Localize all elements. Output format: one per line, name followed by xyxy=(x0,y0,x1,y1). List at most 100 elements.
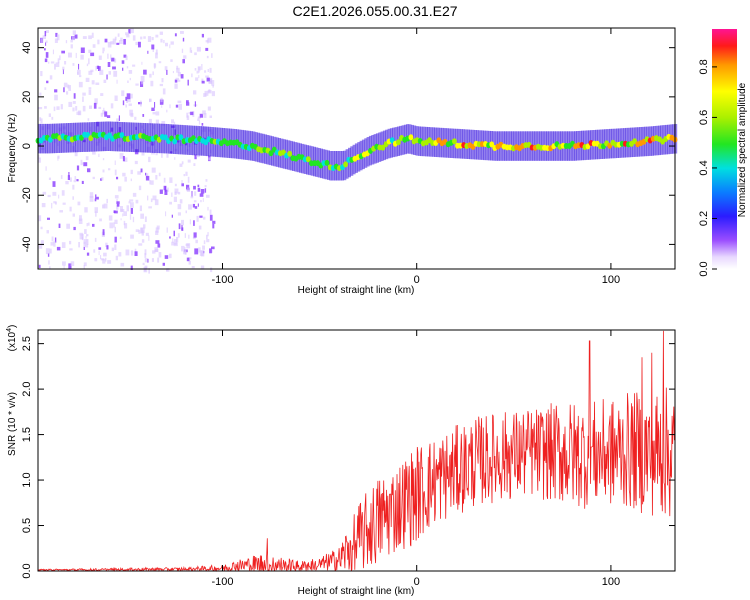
spectrogram-noise-speck xyxy=(129,77,131,81)
spectrogram-ridge-cell xyxy=(489,141,495,148)
spectrogram-ytick-label: 40 xyxy=(21,42,33,54)
spectrogram-noise-speck xyxy=(166,268,170,272)
spectrogram-noise-speck xyxy=(125,55,128,61)
spectrogram-noise-speck xyxy=(108,215,113,221)
spectrogram-noise-speck xyxy=(80,159,83,166)
spectrogram-noise-speck xyxy=(160,97,163,103)
spectrogram-noise-speck xyxy=(159,83,163,87)
spectrogram-noise-speck xyxy=(212,85,214,88)
spectrogram-noise-speck xyxy=(102,204,105,209)
spectrogram-noise-speck xyxy=(62,261,66,266)
spectrogram-noise-speck xyxy=(42,35,46,39)
spectrogram-noise-speck xyxy=(177,100,182,103)
spectrogram-noise-speck xyxy=(155,119,159,125)
spectrogram-noise-speck xyxy=(95,66,97,71)
spectrogram-noise-speck xyxy=(166,227,168,233)
spectrogram-noise-speck xyxy=(53,201,57,204)
spectrogram-noise-speck xyxy=(70,44,73,49)
spectrogram-noise-speck xyxy=(75,52,77,59)
spectrogram-noise-speck xyxy=(74,176,77,180)
snr-xtick-label: -100 xyxy=(211,576,233,588)
snr-scale-label: (x104) xyxy=(6,325,18,352)
spectrogram-noise-speck xyxy=(46,230,49,234)
spectrogram-noise-speck xyxy=(209,248,212,254)
spectrogram-noise-speck xyxy=(185,210,187,214)
spectrogram-noise-speck xyxy=(71,36,75,41)
spectrogram-noise-speck xyxy=(171,241,174,246)
spectrogram-noise-speck xyxy=(194,191,197,196)
spectrogram-noise-speck xyxy=(176,65,179,70)
spectrogram-noise-speck xyxy=(120,206,123,212)
snr-ytick-label: 2.0 xyxy=(21,381,33,396)
spectrogram-noise-speck xyxy=(93,249,96,253)
spectrogram-noise-speck xyxy=(57,155,60,159)
spectrogram-noise-speck xyxy=(168,253,172,259)
spectrogram-ridge-cell xyxy=(119,132,125,139)
spectrogram-noise-speck xyxy=(140,213,144,219)
colorbar-label: Normalized spectral amplitude xyxy=(737,82,748,217)
spectrogram-noise-speck xyxy=(143,69,147,75)
spectrogram-noise-speck xyxy=(147,50,149,54)
spectrogram-noise-speck xyxy=(202,110,206,115)
spectrogram-noise-speck xyxy=(74,150,78,157)
spectrogram-noise-speck xyxy=(148,268,150,274)
spectrogram-noise-speck xyxy=(81,233,84,240)
spectrogram-noise-speck xyxy=(138,243,143,246)
colorbar-tick-label: 0.4 xyxy=(698,160,710,175)
spectrogram-noise-speck xyxy=(148,235,150,241)
spectrogram-noise-speck xyxy=(89,105,92,109)
snr-axes: -100 0 100 0.0 0.5 1.0 1.5 2.0 2.5 xyxy=(21,330,675,588)
spectrogram-xlabel: Height of straight line (km) xyxy=(298,285,415,296)
spectrogram-noise-speck xyxy=(209,214,213,221)
spectrogram-noise-speck xyxy=(44,58,48,63)
spectrogram-noise-speck xyxy=(169,236,171,239)
spectrogram-noise-speck xyxy=(38,154,40,159)
spectrogram-noise-speck xyxy=(198,225,202,230)
spectrogram-noise-speck xyxy=(94,98,98,105)
spectrogram-noise-speck xyxy=(51,116,54,120)
spectrogram-ridge-cell xyxy=(48,136,53,143)
spectrogram-noise-speck xyxy=(189,219,191,225)
spectrogram-noise-speck xyxy=(121,60,125,64)
snr-series-line xyxy=(37,330,676,573)
spectrogram-noise-speck xyxy=(88,35,92,40)
spectrogram-noise-speck xyxy=(80,54,84,60)
spectrogram-noise-speck xyxy=(54,94,58,101)
spectrogram-noise-speck xyxy=(88,58,90,65)
spectrogram-noise-speck xyxy=(54,237,57,243)
spectrogram-noise-speck xyxy=(186,243,191,249)
spectrogram-noise-speck xyxy=(83,265,85,269)
spectrogram-noise-speck xyxy=(65,181,69,185)
spectrogram-noise-speck xyxy=(191,50,193,53)
spectrogram-noise-speck xyxy=(206,77,210,82)
spectrogram-noise-speck xyxy=(128,103,132,106)
spectrogram-noise-speck xyxy=(86,239,89,245)
spectrogram-noise-speck xyxy=(62,202,66,205)
snr-scale-exponent: 4 xyxy=(6,328,13,332)
spectrogram-noise-speck xyxy=(144,268,146,272)
spectrogram-noise-speck xyxy=(165,211,167,217)
spectrogram-noise-speck xyxy=(181,225,183,230)
spectrogram-noise-speck xyxy=(134,248,137,253)
spectrogram-noise-speck xyxy=(134,160,138,165)
spectrogram-noise-speck xyxy=(122,172,126,177)
spectrogram-noise-speck xyxy=(176,67,180,73)
spectrogram-noise-speck xyxy=(141,151,145,156)
spectrogram-noise-speck xyxy=(199,215,203,218)
spectrogram-ridge-cell xyxy=(343,161,348,168)
spectrogram-noise-speck xyxy=(206,239,210,243)
spectrogram-noise-speck xyxy=(44,48,46,51)
spectrogram-noise-speck xyxy=(60,104,63,110)
spectrogram-noise-speck xyxy=(144,258,148,263)
spectrogram-marks xyxy=(35,28,678,274)
spectrogram-noise-speck xyxy=(160,38,163,43)
spectrogram-noise-speck xyxy=(91,80,95,85)
spectrogram-noise-speck xyxy=(50,61,55,64)
spectrogram-noise-speck xyxy=(79,232,83,236)
spectrogram-noise-speck xyxy=(95,211,97,217)
spectrogram-noise-speck xyxy=(62,66,65,71)
spectrogram-noise-speck xyxy=(156,225,160,230)
spectrogram-noise-speck xyxy=(116,204,120,207)
spectrogram-noise-speck xyxy=(202,198,204,202)
spectrogram-noise-speck xyxy=(155,34,159,38)
